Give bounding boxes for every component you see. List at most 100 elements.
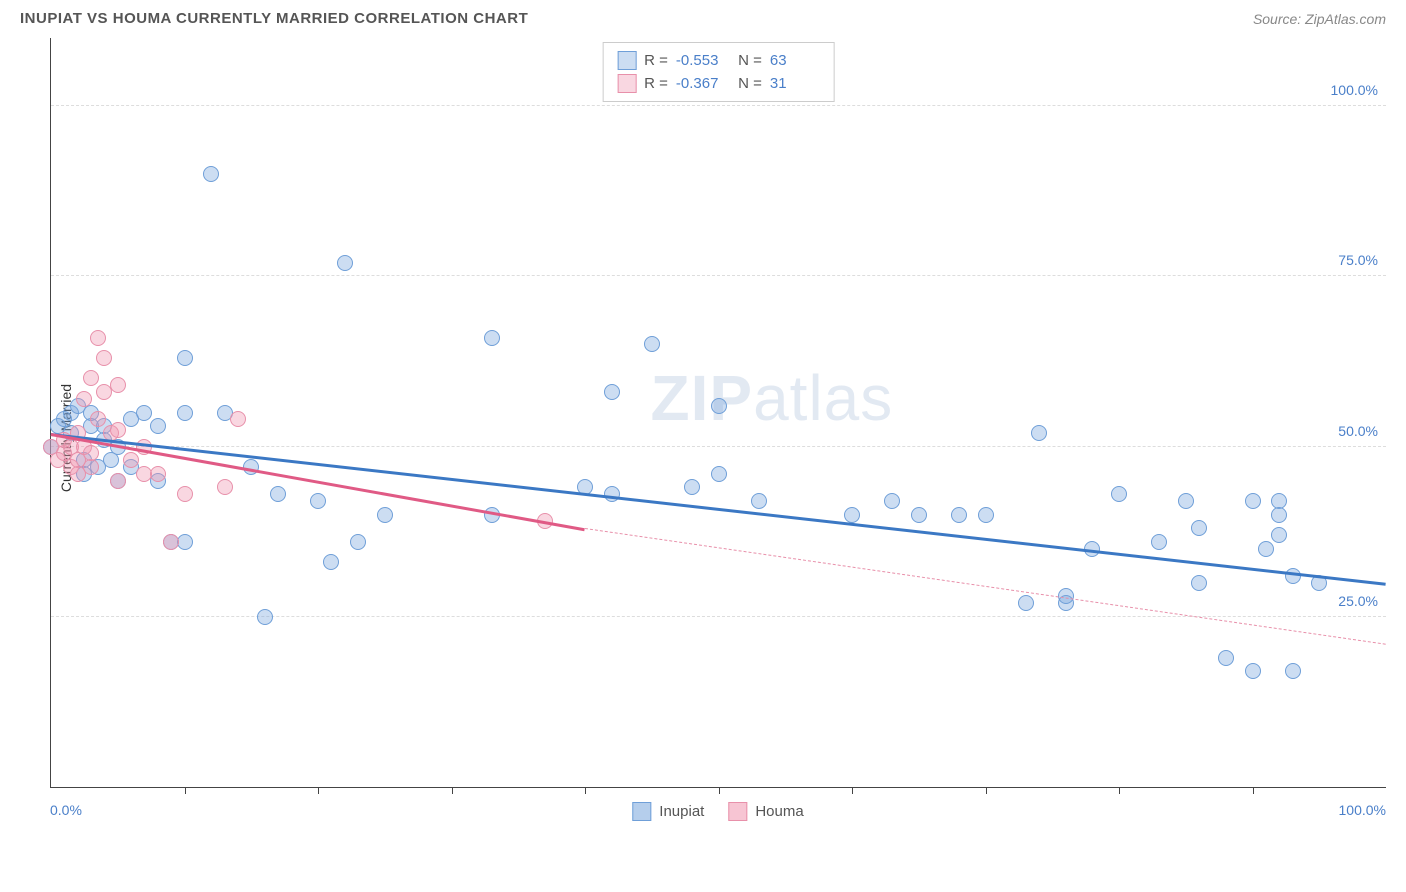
- y-tick-label: 75.0%: [1338, 252, 1378, 268]
- data-point: [1218, 650, 1234, 666]
- x-max-label: 100.0%: [1339, 802, 1386, 818]
- chart-header: INUPIAT VS HOUMA CURRENTLY MARRIED CORRE…: [0, 0, 1406, 33]
- data-point: [1178, 493, 1194, 509]
- legend-r-label: R =: [644, 52, 668, 69]
- watermark-bold: ZIP: [651, 362, 754, 434]
- data-point: [230, 411, 246, 427]
- x-min-label: 0.0%: [50, 802, 82, 818]
- x-tick: [318, 787, 319, 794]
- legend-n-label: N =: [734, 75, 762, 92]
- watermark-light: atlas: [753, 362, 893, 434]
- data-point: [257, 609, 273, 625]
- y-tick-label: 50.0%: [1338, 423, 1378, 439]
- data-point: [1271, 507, 1287, 523]
- data-point: [978, 507, 994, 523]
- gridline: [51, 105, 1386, 106]
- legend-r-label: R =: [644, 75, 668, 92]
- legend-swatch: [632, 802, 651, 821]
- data-point: [711, 466, 727, 482]
- data-point: [110, 377, 126, 393]
- data-point: [1285, 663, 1301, 679]
- legend-swatch: [617, 51, 636, 70]
- legend-item: Houma: [728, 802, 803, 821]
- watermark: ZIPatlas: [651, 361, 894, 435]
- legend-n-value: 63: [770, 52, 820, 69]
- data-point: [136, 405, 152, 421]
- data-point: [177, 350, 193, 366]
- legend-label: Inupiat: [659, 803, 704, 820]
- legend-r-value: -0.367: [676, 75, 726, 92]
- data-point: [203, 166, 219, 182]
- data-point: [884, 493, 900, 509]
- data-point: [751, 493, 767, 509]
- data-point: [103, 452, 119, 468]
- data-point: [177, 405, 193, 421]
- data-point: [1191, 575, 1207, 591]
- x-tick: [585, 787, 586, 794]
- legend-swatch: [728, 802, 747, 821]
- legend-stat-row: R = -0.367 N = 31: [617, 72, 820, 95]
- trend-line: [51, 433, 585, 531]
- data-point: [844, 507, 860, 523]
- data-point: [1151, 534, 1167, 550]
- legend-label: Houma: [755, 803, 803, 820]
- legend-stats: R = -0.553 N = 63R = -0.367 N = 31: [602, 42, 835, 102]
- x-tick: [452, 787, 453, 794]
- legend-stat-row: R = -0.553 N = 63: [617, 49, 820, 72]
- data-point: [110, 422, 126, 438]
- legend-swatch: [617, 74, 636, 93]
- data-point: [377, 507, 393, 523]
- data-point: [150, 418, 166, 434]
- data-point: [323, 554, 339, 570]
- data-point: [684, 479, 700, 495]
- data-point: [711, 398, 727, 414]
- data-point: [83, 445, 99, 461]
- x-tick: [719, 787, 720, 794]
- legend-item: Inupiat: [632, 802, 704, 821]
- data-point: [96, 350, 112, 366]
- x-tick: [1253, 787, 1254, 794]
- data-point: [123, 452, 139, 468]
- plot-area: ZIPatlas R = -0.553 N = 63R = -0.367 N =…: [50, 38, 1386, 788]
- chart-source: Source: ZipAtlas.com: [1253, 11, 1386, 27]
- data-point: [350, 534, 366, 550]
- data-point: [1018, 595, 1034, 611]
- data-point: [1031, 425, 1047, 441]
- data-point: [1271, 527, 1287, 543]
- data-point: [337, 255, 353, 271]
- data-point: [310, 493, 326, 509]
- x-tick: [986, 787, 987, 794]
- data-point: [1285, 568, 1301, 584]
- data-point: [163, 534, 179, 550]
- gridline: [51, 446, 1386, 447]
- data-point: [1245, 493, 1261, 509]
- data-point: [644, 336, 660, 352]
- gridline: [51, 275, 1386, 276]
- data-point: [83, 459, 99, 475]
- data-point: [150, 466, 166, 482]
- y-tick-label: 25.0%: [1338, 593, 1378, 609]
- data-point: [484, 330, 500, 346]
- data-point: [217, 479, 233, 495]
- x-tick: [185, 787, 186, 794]
- data-point: [604, 384, 620, 400]
- data-point: [1258, 541, 1274, 557]
- data-point: [270, 486, 286, 502]
- data-point: [1245, 663, 1261, 679]
- chart-container: Currently Married ZIPatlas R = -0.553 N …: [50, 33, 1386, 843]
- data-point: [604, 486, 620, 502]
- trend-line: [51, 433, 1386, 585]
- data-point: [177, 486, 193, 502]
- chart-title: INUPIAT VS HOUMA CURRENTLY MARRIED CORRE…: [20, 10, 528, 27]
- x-tick: [1119, 787, 1120, 794]
- data-point: [1191, 520, 1207, 536]
- data-point: [1111, 486, 1127, 502]
- data-point: [110, 473, 126, 489]
- legend-n-label: N =: [734, 52, 762, 69]
- data-point: [90, 330, 106, 346]
- data-point: [951, 507, 967, 523]
- legend-n-value: 31: [770, 75, 820, 92]
- data-point: [83, 370, 99, 386]
- data-point: [90, 411, 106, 427]
- data-point: [76, 391, 92, 407]
